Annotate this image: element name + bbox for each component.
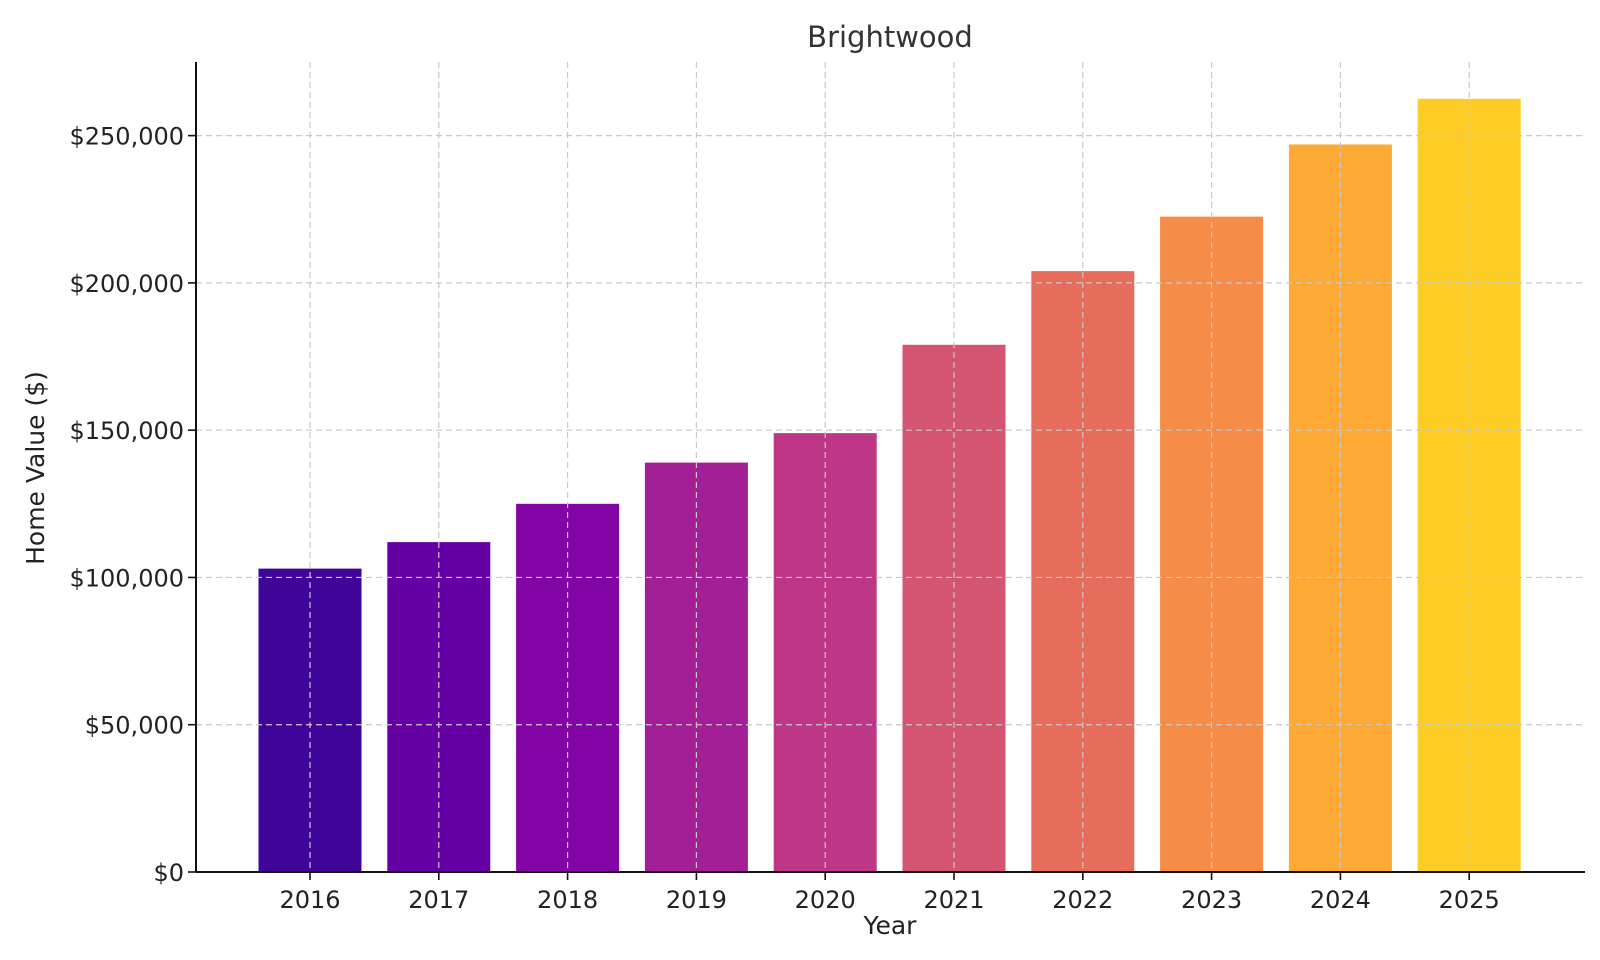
bar-2022 [1031, 271, 1135, 872]
y-tick-label: $200,000 [69, 270, 184, 298]
y-tick-label: $150,000 [69, 417, 184, 445]
x-tick-label: 2019 [666, 886, 727, 914]
y-axis-label: Home Value ($) [21, 371, 50, 565]
x-tick-label: 2025 [1439, 886, 1500, 914]
x-tick-label: 2017 [408, 886, 469, 914]
grid [196, 62, 1585, 872]
x-tick-label: 2024 [1310, 886, 1371, 914]
y-ticks: $0 $50,000 $100,000 $150,000 $200,000 $250,00… [69, 123, 196, 887]
x-ticks: 2016 2017 2018 2019 2020 2021 2022 2023 2024 2025 [279, 872, 1500, 914]
x-tick-label: 2023 [1181, 886, 1242, 914]
bars [258, 98, 1521, 873]
y-tick-label: $100,000 [69, 564, 184, 592]
axes [195, 62, 1585, 873]
y-tick-label: $50,000 [85, 712, 184, 740]
bar-2016 [258, 568, 362, 872]
x-axis-label: Year [863, 911, 918, 940]
x-tick-label: 2016 [279, 886, 340, 914]
y-tick-label: $250,000 [69, 123, 184, 151]
x-tick-label: 2022 [1052, 886, 1113, 914]
x-tick-label: 2018 [537, 886, 598, 914]
y-tick-label: $0 [153, 859, 184, 887]
x-tick-label: 2020 [795, 886, 856, 914]
chart-title: Brightwood [807, 20, 973, 54]
x-tick-label: 2021 [923, 886, 984, 914]
